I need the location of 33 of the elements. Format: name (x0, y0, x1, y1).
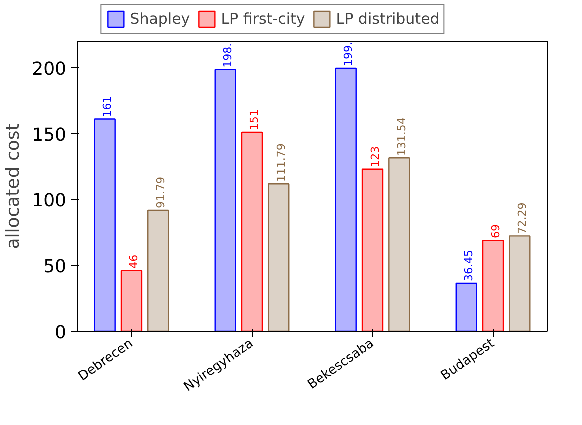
y-tick-label: 0 (55, 322, 66, 344)
data-label: 123 (368, 146, 382, 168)
bar (214, 69, 236, 332)
data-label: 69 (489, 224, 502, 239)
y-tick-label: 50 (44, 256, 66, 278)
y-axis-title: allocated cost (3, 124, 24, 250)
data-label: 151 (248, 109, 262, 130)
legend-label: LP distributed (336, 10, 440, 28)
bar (241, 132, 264, 332)
data-label: 72.29 (516, 202, 529, 234)
data-label: 161 (101, 96, 114, 118)
bar (335, 68, 357, 332)
y-tick-label: 150 (32, 124, 67, 146)
y-tick-label: 200 (32, 58, 67, 80)
bar (120, 270, 143, 332)
bar (509, 236, 531, 332)
data-label: 199. (342, 42, 356, 67)
bar (456, 282, 478, 332)
data-label: 198. (222, 43, 235, 68)
bar (268, 184, 290, 332)
bar (94, 118, 116, 332)
data-label: 131.54 (395, 118, 408, 156)
y-tick-label: 100 (32, 190, 67, 212)
legend-label: LP first-city (221, 10, 306, 28)
data-label: 91.79 (154, 177, 168, 209)
data-label: 46 (128, 254, 141, 269)
data-label: 36.45 (462, 250, 476, 282)
legend-label: Shapley (130, 10, 190, 28)
bar (388, 158, 410, 332)
bar (148, 210, 170, 332)
bar (362, 168, 384, 332)
data-label: 111.79 (274, 144, 288, 182)
bar (482, 240, 504, 332)
